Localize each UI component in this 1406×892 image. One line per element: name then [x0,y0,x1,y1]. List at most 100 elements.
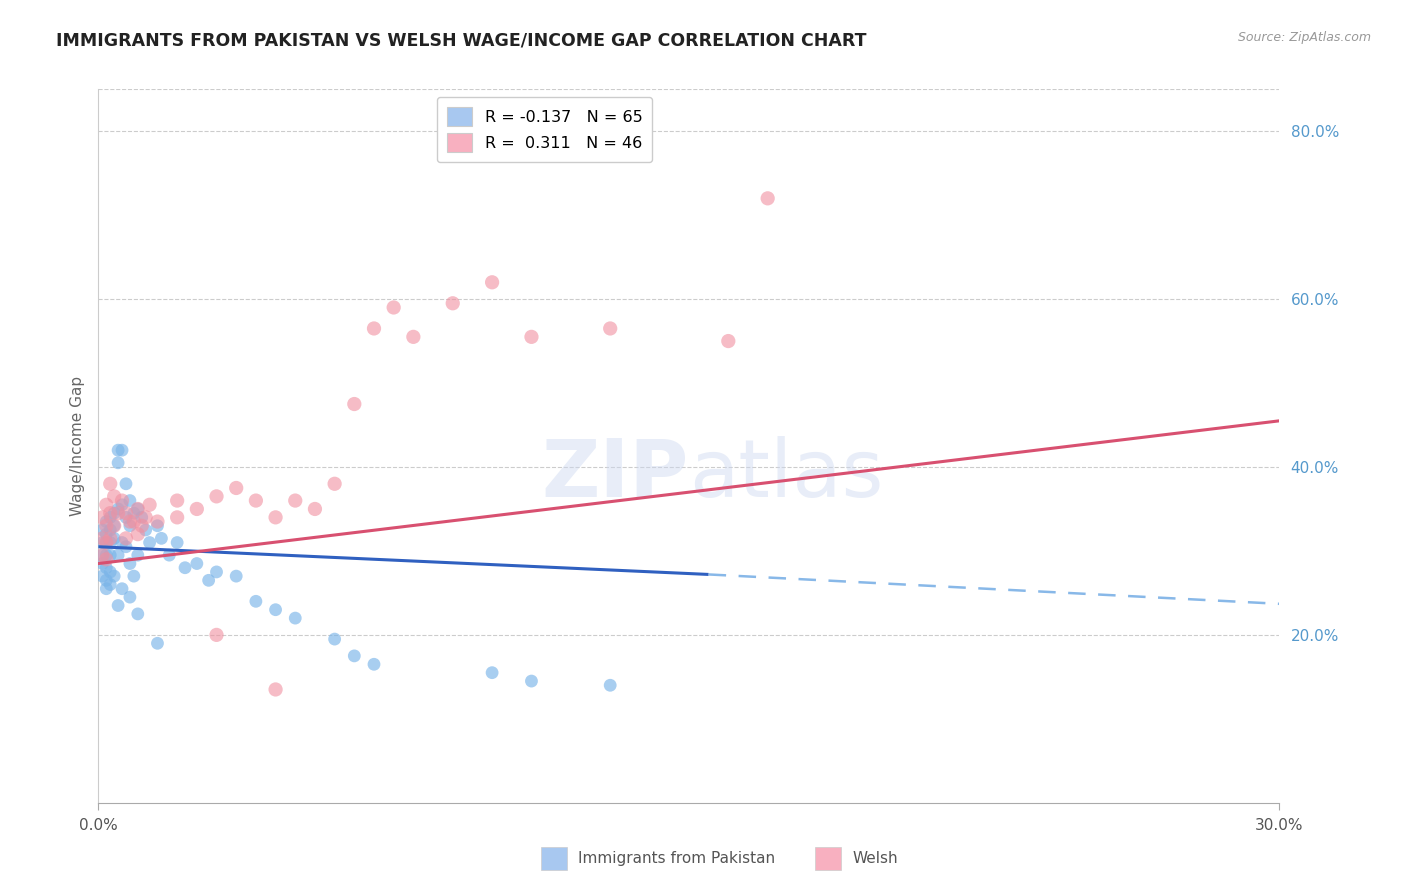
Point [264,603,287,617]
Point [98,523,121,537]
Text: Source: ZipAtlas.com: Source: ZipAtlas.com [1237,31,1371,45]
Legend: R = -0.137   N = 65, R =  0.311   N = 46: R = -0.137 N = 65, R = 0.311 N = 46 [437,97,652,161]
Point [115,510,138,524]
Point [107,502,129,516]
Point [127,548,149,562]
Point [91,548,114,562]
Point [441,296,464,310]
Point [98,577,121,591]
Point [481,665,503,680]
Point [115,476,138,491]
Point [115,506,138,520]
Point [111,443,134,458]
Point [186,502,208,516]
Point [91,569,114,583]
Point [118,590,141,604]
Point [127,527,149,541]
Point [103,569,125,583]
Point [98,510,121,524]
Point [122,506,145,520]
Point [205,565,228,579]
Point [96,552,118,566]
Text: atlas: atlas [689,435,883,514]
Point [107,548,129,562]
Point [225,569,247,583]
Point [284,493,307,508]
Point [150,532,173,546]
Point [138,535,160,549]
Point [103,489,125,503]
Point [166,510,188,524]
Point [91,548,114,562]
Point [103,506,125,520]
Point [98,535,121,549]
Text: Immigrants from Pakistan: Immigrants from Pakistan [578,852,775,866]
Point [111,498,134,512]
Point [127,607,149,621]
Point [323,476,346,491]
Point [127,502,149,516]
Point [131,518,153,533]
Point [382,301,405,315]
Point [186,557,208,571]
Point [107,599,129,613]
Point [599,321,621,335]
Point [205,489,228,503]
Point [323,632,346,646]
Point [118,515,141,529]
Point [756,191,779,205]
Point [118,493,141,508]
Point [96,574,118,588]
Point [138,498,160,512]
Point [107,443,129,458]
Point [146,518,169,533]
Point [402,330,425,344]
Point [122,515,145,529]
Point [96,535,118,549]
Point [103,532,125,546]
Point [197,574,219,588]
Point [96,515,118,529]
Point [245,493,267,508]
Point [111,582,134,596]
Point [118,518,141,533]
Point [599,678,621,692]
Point [91,557,114,571]
Point [264,682,287,697]
Point [107,456,129,470]
Point [166,535,188,549]
Point [284,611,307,625]
Point [127,502,149,516]
Point [157,548,180,562]
Point [146,636,169,650]
Point [520,330,543,344]
Point [135,523,157,537]
Point [96,560,118,574]
Point [98,506,121,520]
Point [98,476,121,491]
Point [96,527,118,541]
Point [166,493,188,508]
Point [98,532,121,546]
Point [122,569,145,583]
Point [98,548,121,562]
Point [225,481,247,495]
Point [245,594,267,608]
Point [96,548,118,562]
Point [103,518,125,533]
Point [146,515,169,529]
Point [520,674,543,689]
Point [264,510,287,524]
Point [131,510,153,524]
Point [96,498,118,512]
Text: ZIP: ZIP [541,435,689,514]
Point [118,557,141,571]
Point [343,397,366,411]
Point [96,582,118,596]
Point [91,510,114,524]
Point [103,518,125,533]
Point [111,535,134,549]
Text: IMMIGRANTS FROM PAKISTAN VS WELSH WAGE/INCOME GAP CORRELATION CHART: IMMIGRANTS FROM PAKISTAN VS WELSH WAGE/I… [56,31,866,49]
Point [96,518,118,533]
Point [107,506,129,520]
